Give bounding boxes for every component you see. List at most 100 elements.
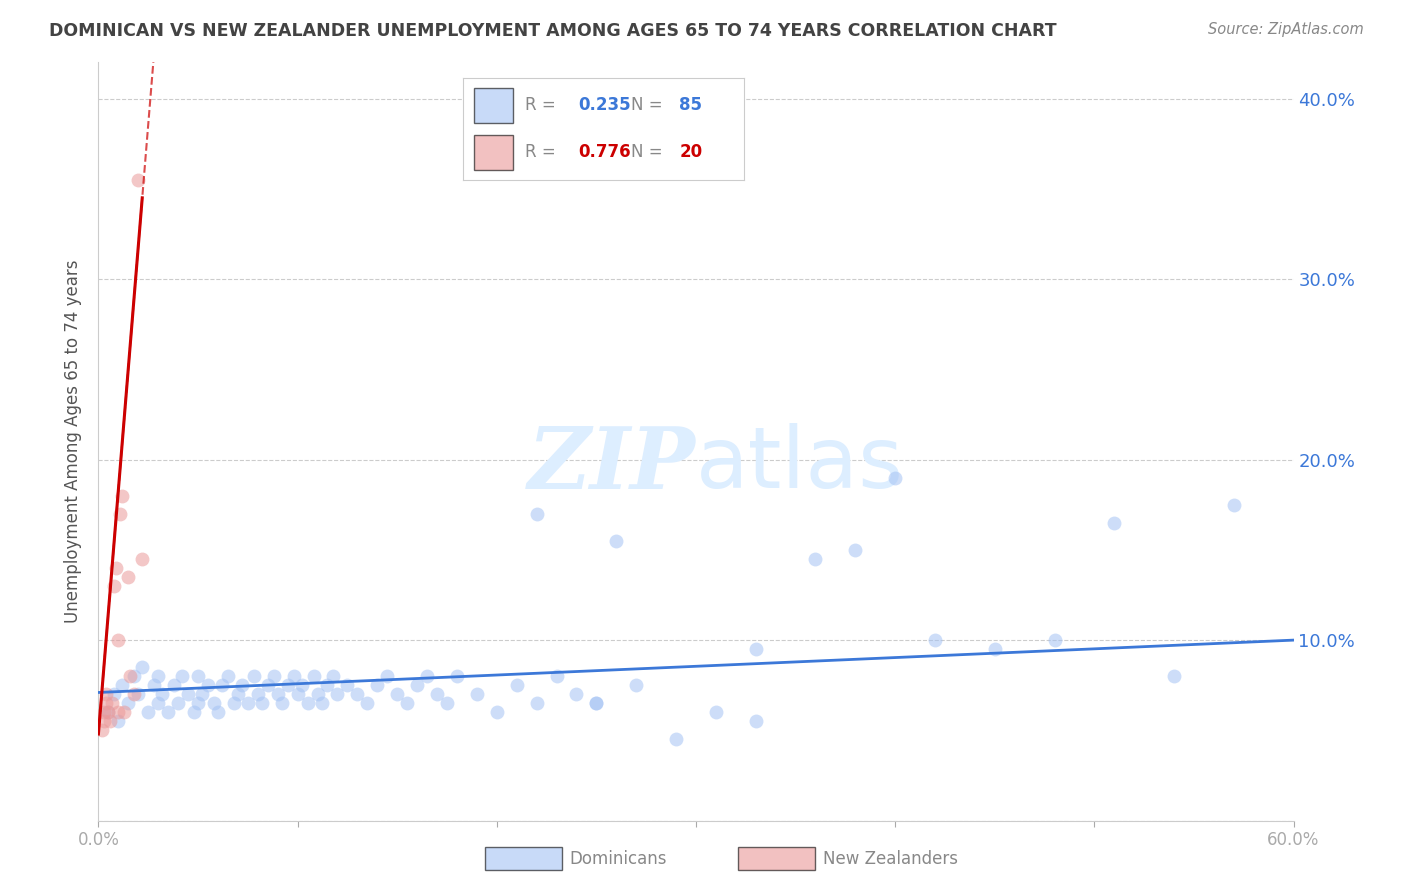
Point xyxy=(984,642,1007,657)
Point xyxy=(844,542,866,557)
Point xyxy=(526,696,548,710)
Point xyxy=(96,687,118,701)
Point xyxy=(277,678,299,692)
Point xyxy=(326,687,349,701)
Point xyxy=(101,696,124,710)
Point xyxy=(526,507,548,521)
Point xyxy=(143,678,166,692)
Point xyxy=(167,696,190,710)
Point xyxy=(117,570,139,584)
Point xyxy=(93,714,115,729)
Point xyxy=(91,723,114,738)
Point xyxy=(506,678,529,692)
Text: atlas: atlas xyxy=(696,423,904,506)
Point xyxy=(256,678,278,692)
Point xyxy=(924,633,946,648)
Point xyxy=(884,470,907,484)
Point xyxy=(107,633,129,648)
Point xyxy=(297,696,319,710)
Point xyxy=(110,507,132,521)
Point xyxy=(148,669,170,683)
Point xyxy=(246,687,269,701)
Point xyxy=(131,552,153,566)
Point xyxy=(97,706,120,720)
Point xyxy=(124,669,146,683)
Point xyxy=(197,678,219,692)
Point xyxy=(406,678,429,692)
Point xyxy=(107,714,129,729)
Point xyxy=(97,706,120,720)
Point xyxy=(307,687,329,701)
Point xyxy=(804,552,827,566)
Point xyxy=(187,669,209,683)
Point xyxy=(291,678,314,692)
Point xyxy=(396,696,419,710)
Point xyxy=(585,696,607,710)
Point xyxy=(111,489,134,503)
Point xyxy=(111,678,134,692)
Point xyxy=(1163,669,1185,683)
Point xyxy=(485,706,508,720)
Point xyxy=(250,696,273,710)
Point xyxy=(316,678,339,692)
Point xyxy=(356,696,378,710)
Y-axis label: Unemployment Among Ages 65 to 74 years: Unemployment Among Ages 65 to 74 years xyxy=(65,260,83,624)
Point xyxy=(302,669,325,683)
Point xyxy=(172,669,194,683)
Point xyxy=(465,687,488,701)
Point xyxy=(211,678,233,692)
Text: New Zealanders: New Zealanders xyxy=(823,850,957,868)
Point xyxy=(148,696,170,710)
Text: Dominicans: Dominicans xyxy=(569,850,666,868)
Point xyxy=(231,678,253,692)
Point xyxy=(103,579,125,593)
Point xyxy=(150,687,173,701)
Point xyxy=(1043,633,1066,648)
Point xyxy=(283,669,305,683)
Text: DOMINICAN VS NEW ZEALANDER UNEMPLOYMENT AMONG AGES 65 TO 74 YEARS CORRELATION CH: DOMINICAN VS NEW ZEALANDER UNEMPLOYMENT … xyxy=(49,22,1057,40)
Point xyxy=(366,678,388,692)
Point xyxy=(112,706,135,720)
Point xyxy=(565,687,588,701)
Point xyxy=(105,561,128,575)
Point xyxy=(270,696,292,710)
Point xyxy=(202,696,225,710)
Point xyxy=(267,687,290,701)
Point xyxy=(103,687,125,701)
Point xyxy=(117,696,139,710)
Point xyxy=(263,669,285,683)
Point xyxy=(191,687,214,701)
Point xyxy=(446,669,468,683)
Point xyxy=(127,173,149,187)
Point xyxy=(187,696,209,710)
Point xyxy=(375,669,398,683)
Point xyxy=(127,687,149,701)
Point xyxy=(546,669,568,683)
Point xyxy=(207,706,229,720)
Point xyxy=(626,678,648,692)
Point xyxy=(322,669,344,683)
Point xyxy=(226,687,249,701)
Point xyxy=(217,669,239,683)
Point xyxy=(222,696,245,710)
Point xyxy=(336,678,359,692)
Point xyxy=(136,706,159,720)
Point xyxy=(93,706,115,720)
Point xyxy=(131,660,153,674)
Point xyxy=(605,533,627,548)
Point xyxy=(426,687,449,701)
Point xyxy=(416,669,439,683)
Point xyxy=(585,696,607,710)
Point xyxy=(704,706,727,720)
Point xyxy=(311,696,333,710)
Point xyxy=(124,687,146,701)
Point xyxy=(236,696,259,710)
Point xyxy=(163,678,186,692)
Point xyxy=(385,687,409,701)
Text: Source: ZipAtlas.com: Source: ZipAtlas.com xyxy=(1208,22,1364,37)
Point xyxy=(745,642,768,657)
Point xyxy=(177,687,200,701)
Point xyxy=(287,687,309,701)
Point xyxy=(96,696,118,710)
Text: ZIP: ZIP xyxy=(529,423,696,506)
